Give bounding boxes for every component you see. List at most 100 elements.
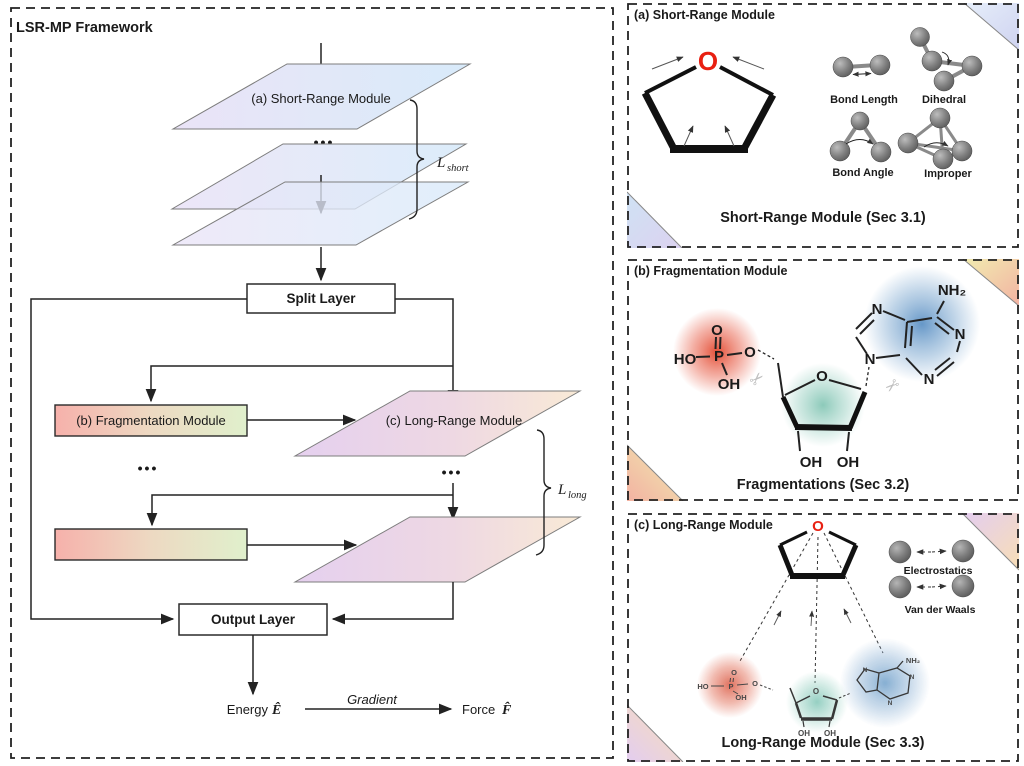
ring-oxygen-atom: O: [812, 518, 824, 535]
split-to-fragmentation-line: [145, 365, 453, 403]
gradient-label: Gradient: [347, 692, 398, 707]
output-layer-label: Output Layer: [211, 612, 296, 627]
corner-edge: [627, 444, 684, 501]
improper-label: Improper: [924, 168, 972, 180]
adenine-n9: N: [865, 351, 876, 368]
loss-short-subscript: short: [447, 163, 470, 174]
split-layer-label: Split Layer: [286, 291, 356, 306]
fragmentation-detail-panel: (b) Fragmentation Module O P HO O OH ✂: [627, 259, 1019, 501]
bond-angle-label: Bond Angle: [832, 167, 893, 179]
phosphorus-atom: P: [714, 348, 724, 365]
mini-bridge-oxygen: O: [752, 679, 758, 688]
ring-molecule-small: O: [777, 518, 859, 579]
fragmentation-node: [54, 404, 248, 437]
fragment-molecule-small: O HO P O OH O OH OH: [697, 638, 930, 738]
loss-long-symbol: L: [557, 482, 566, 498]
van-der-waals-figure: Van der Waals: [888, 574, 976, 616]
long-range-caption: Long-Range Module (Sec 3.3): [721, 735, 924, 751]
loss-short-annotation: L short: [408, 99, 470, 220]
mini-hydroxy-oh: OH: [735, 693, 746, 702]
hydroxy-oh: OH: [718, 376, 741, 393]
phosphate-fragment-blob: [673, 308, 761, 396]
force-symbol: F̂: [501, 701, 512, 718]
dihedral-label: Dihedral: [922, 94, 966, 106]
energy-symbol: Ê: [271, 701, 281, 718]
energy-force-row: Energy Ê Gradient Force F̂: [227, 692, 512, 718]
bond-length-label: Bond Length: [830, 94, 898, 106]
mini-phosphate-oxygen: O: [731, 668, 737, 677]
fragmentation-panel-header: (b) Fragmentation Module: [634, 264, 788, 278]
ring-arrow: [683, 125, 694, 147]
electrostatics-figure: Electrostatics: [888, 539, 975, 577]
ring-molecule: O: [641, 46, 777, 153]
improper-figure: Improper: [897, 107, 973, 180]
ribose-oxygen: O: [816, 368, 828, 385]
loss-long-annotation: L long: [535, 429, 587, 556]
hydroxy-ho: HO: [674, 351, 697, 368]
ring-oxygen-atom: O: [698, 46, 718, 76]
adenine-n7: N: [872, 301, 883, 318]
fragmentation-caption: Fragmentations (Sec 3.2): [737, 477, 910, 493]
branch-to-fragmentation2-line: [146, 494, 453, 527]
longrange-to-output-line: [331, 582, 454, 625]
ribose-hydroxy-2: OH: [837, 454, 860, 471]
short-range-layer-3: [171, 181, 470, 246]
corner-edge: [627, 191, 683, 248]
mini-ribose-oxygen: O: [813, 687, 819, 696]
electrostatics-label: Electrostatics: [904, 565, 973, 577]
mini-hydroxy-ho: HO: [697, 682, 708, 691]
ring-arrow: [651, 56, 684, 70]
corner-edge: [962, 259, 1019, 307]
fragmentation-node-2: [54, 528, 248, 561]
long-range-panel-border: [627, 513, 1019, 762]
loss-short-brace: [408, 99, 425, 220]
short-range-detail-panel: (a) Short-Range Module O: [627, 3, 1019, 248]
framework-title: LSR-MP Framework: [16, 20, 154, 36]
van-der-waals-label: Van der Waals: [905, 604, 976, 616]
bridge-oxygen: O: [744, 344, 756, 361]
framework-panel: LSR-MP Framework (a) Short-Range Module …: [10, 7, 614, 759]
output-layer-node: [178, 603, 328, 636]
skip-connection-line: [30, 298, 247, 625]
phosphate-fragment-blob: [697, 652, 763, 718]
short-range-layer-label: (a) Short-Range Module: [251, 91, 390, 106]
mini-phosphorus: P: [728, 682, 733, 691]
mini-adenine-amine: NH₂: [906, 656, 920, 665]
long-range-panel-header: (c) Long-Range Module: [634, 518, 773, 532]
adenine-fragment-blob: [840, 638, 930, 728]
long-range-layer-1: [293, 390, 582, 457]
short-range-caption: Short-Range Module (Sec 3.1): [720, 210, 926, 226]
mini-ribose-hydroxy-2: OH: [824, 729, 836, 738]
adenine-group: [855, 300, 961, 377]
phosphate-group: [695, 336, 743, 376]
long-range-layer-2: [293, 516, 582, 583]
cut-bond-2: [865, 366, 870, 387]
long-range-layer-label: (c) Long-Range Module: [386, 413, 523, 428]
adenine-fragment-blob: [864, 266, 980, 382]
force-label: Force: [462, 702, 495, 717]
long-range-detail-panel: (c) Long-Range Module O: [627, 513, 1019, 762]
short-range-panel-border: [627, 3, 1019, 248]
split-to-longrange-line: [395, 298, 459, 404]
ring-arrow: [732, 56, 765, 70]
corner-edge: [961, 513, 1019, 571]
adenine-n3: N: [924, 371, 935, 388]
loss-long-subscript: long: [568, 490, 587, 501]
framework-panel-border: [10, 7, 614, 759]
energy-label: Energy: [227, 702, 269, 717]
interaction-direction-arrows: [773, 608, 852, 627]
mini-ribose-hydroxy-1: OH: [798, 729, 810, 738]
adenine-amine: NH₂: [938, 282, 966, 299]
fragmentation-panel-border: [627, 259, 1019, 501]
short-range-panel-header: (a) Short-Range Module: [634, 8, 775, 22]
loss-short-symbol: L: [436, 155, 445, 171]
phosphate-oxygen: O: [711, 322, 723, 339]
ring-arrow: [724, 125, 735, 147]
adenine-n1: N: [955, 326, 966, 343]
fragmentation-ellipsis: •••: [138, 460, 159, 476]
long-range-interaction-lines: [739, 532, 884, 684]
corner-edge: [963, 3, 1019, 51]
short-range-layer-1: [171, 63, 472, 130]
loss-long-brace: [535, 429, 552, 556]
fragmentation-label: (b) Fragmentation Module: [76, 413, 226, 428]
